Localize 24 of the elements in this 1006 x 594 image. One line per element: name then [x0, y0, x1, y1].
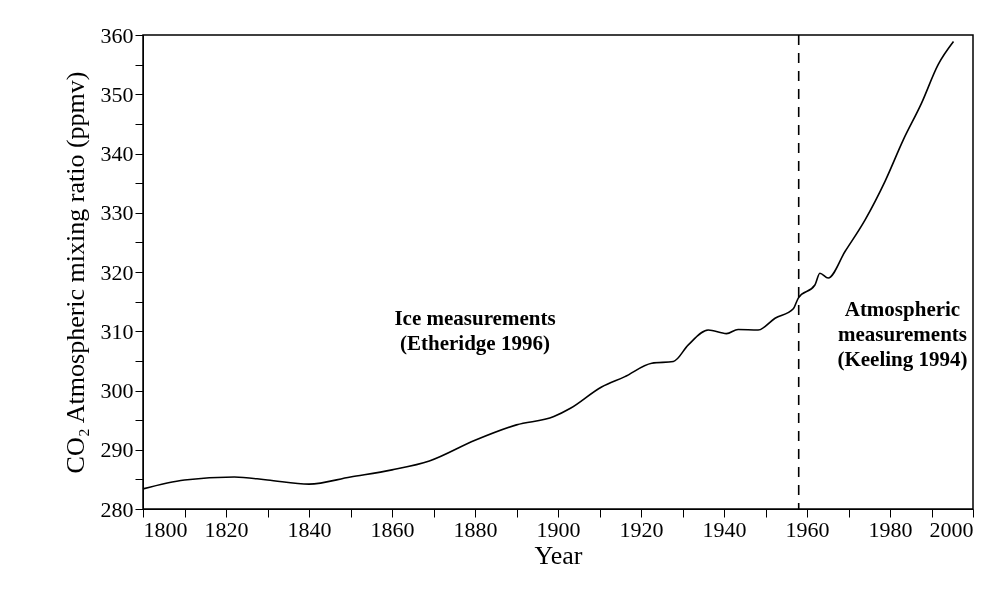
y-tick-label: 300: [100, 378, 134, 403]
x-axis-title: Year: [534, 540, 583, 570]
annotation: Atmospheric measurements (Keeling 1994): [837, 296, 968, 371]
x-tick-label: 1980: [868, 516, 913, 542]
x-tick-label: 2000: [929, 516, 974, 542]
x-tick-label: 1800: [143, 516, 188, 542]
y-tick-label: 340: [100, 141, 134, 166]
y-tick-label: 360: [100, 22, 134, 48]
y-tick-label: 290: [100, 437, 134, 463]
x-tick-label: 1820: [204, 516, 249, 542]
x-tick-label: 1840: [287, 516, 332, 542]
y-tick-label: 320: [100, 259, 134, 285]
y-tick-label: 350: [100, 81, 134, 107]
annotation: Ice measurements (Etheridge 1996): [394, 306, 556, 356]
y-tick-label: 330: [100, 200, 134, 226]
y-tick-label: 310: [100, 318, 134, 344]
y-axis-title: CO₂ Atmospheric mixing ratio (ppmv): [60, 71, 90, 474]
y-tick-label: 280: [100, 496, 134, 522]
x-tick-label: 1960: [785, 516, 830, 542]
x-tick-label: 1900: [536, 516, 581, 542]
x-tick-label: 1880: [453, 516, 498, 542]
x-tick-label: 1860: [370, 516, 415, 542]
x-tick-label: 1920: [619, 516, 664, 542]
x-tick-label: 1940: [702, 516, 747, 542]
